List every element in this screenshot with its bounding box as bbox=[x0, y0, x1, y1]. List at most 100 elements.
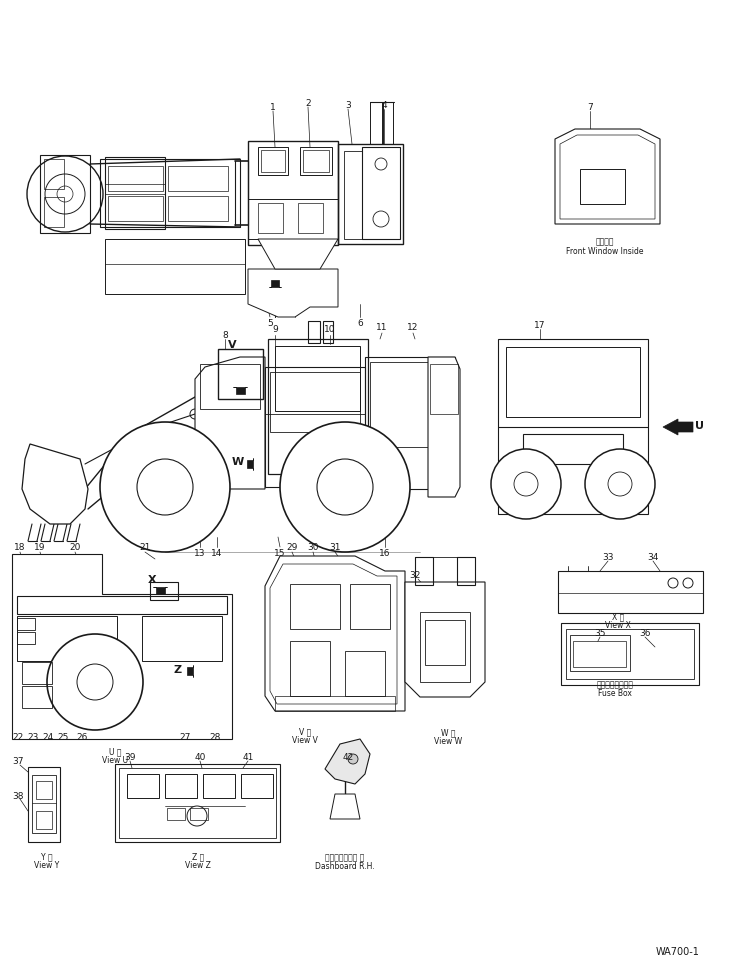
Bar bbox=[350, 584, 390, 629]
Bar bbox=[241, 775, 273, 799]
Polygon shape bbox=[560, 136, 655, 220]
Text: View Z: View Z bbox=[185, 861, 211, 870]
Bar bbox=[298, 204, 323, 234]
Bar bbox=[17, 632, 35, 644]
Text: 28: 28 bbox=[210, 732, 221, 742]
Text: 5: 5 bbox=[267, 318, 273, 327]
Polygon shape bbox=[22, 445, 88, 525]
Text: 42: 42 bbox=[342, 752, 353, 762]
Polygon shape bbox=[573, 641, 626, 667]
Text: 19: 19 bbox=[34, 543, 45, 552]
Text: 9: 9 bbox=[272, 325, 278, 334]
Bar bbox=[506, 348, 640, 418]
Bar bbox=[566, 629, 694, 679]
Text: 40: 40 bbox=[194, 752, 206, 762]
Polygon shape bbox=[233, 387, 247, 395]
Text: 11: 11 bbox=[376, 323, 388, 333]
Text: ヒューズボックス: ヒューズボックス bbox=[597, 679, 633, 689]
Bar bbox=[100, 160, 240, 228]
Bar bbox=[261, 151, 285, 173]
Bar bbox=[22, 662, 52, 684]
Bar bbox=[558, 572, 703, 613]
Text: 36: 36 bbox=[639, 628, 651, 637]
Text: W 正: W 正 bbox=[441, 727, 455, 737]
Text: 6: 6 bbox=[357, 318, 363, 327]
Bar bbox=[190, 808, 208, 820]
Bar bbox=[338, 145, 403, 245]
Bar bbox=[108, 167, 163, 192]
Text: 39: 39 bbox=[125, 752, 136, 762]
Circle shape bbox=[491, 450, 561, 520]
Text: 15: 15 bbox=[274, 548, 286, 557]
Text: View Y: View Y bbox=[34, 861, 59, 870]
Polygon shape bbox=[247, 458, 253, 471]
Text: 23: 23 bbox=[27, 732, 39, 742]
Polygon shape bbox=[428, 357, 460, 498]
Text: Dashboard R.H.: Dashboard R.H. bbox=[315, 862, 375, 871]
Polygon shape bbox=[270, 564, 397, 704]
Polygon shape bbox=[663, 420, 693, 435]
Circle shape bbox=[668, 579, 678, 588]
Bar bbox=[265, 368, 365, 487]
Text: 25: 25 bbox=[57, 732, 69, 742]
Text: Z 正: Z 正 bbox=[192, 851, 204, 861]
Bar bbox=[345, 652, 385, 697]
Text: 30: 30 bbox=[307, 543, 319, 552]
Bar bbox=[308, 322, 320, 344]
Bar bbox=[168, 167, 228, 192]
Circle shape bbox=[317, 459, 373, 515]
Text: 1: 1 bbox=[270, 103, 276, 111]
Text: 29: 29 bbox=[287, 543, 298, 552]
Circle shape bbox=[100, 423, 230, 553]
Bar bbox=[370, 362, 450, 448]
Text: 17: 17 bbox=[534, 320, 546, 330]
Bar bbox=[44, 160, 64, 190]
Bar bbox=[344, 152, 362, 239]
Circle shape bbox=[137, 459, 193, 515]
Bar bbox=[142, 616, 222, 661]
Text: 4: 4 bbox=[381, 100, 387, 110]
Text: 27: 27 bbox=[180, 732, 191, 742]
Text: 16: 16 bbox=[379, 548, 391, 557]
Polygon shape bbox=[420, 612, 470, 682]
Bar bbox=[290, 641, 330, 697]
Bar bbox=[40, 156, 90, 234]
Text: 32: 32 bbox=[409, 570, 421, 579]
Bar bbox=[258, 148, 288, 176]
Text: View W: View W bbox=[434, 737, 462, 746]
Bar bbox=[167, 808, 185, 820]
Text: 26: 26 bbox=[76, 732, 88, 742]
Text: Front Window Inside: Front Window Inside bbox=[567, 247, 644, 257]
Text: ダッシュボード 右: ダッシュボード 右 bbox=[325, 852, 365, 862]
Polygon shape bbox=[555, 130, 660, 225]
Bar bbox=[303, 151, 329, 173]
Text: W: W bbox=[232, 456, 244, 466]
Circle shape bbox=[77, 664, 113, 701]
Bar bbox=[457, 557, 475, 585]
Bar bbox=[200, 364, 260, 409]
Bar bbox=[127, 775, 159, 799]
Polygon shape bbox=[265, 556, 405, 711]
Bar bbox=[248, 200, 338, 239]
Text: 前窓内側: 前窓内側 bbox=[596, 237, 614, 246]
Text: V: V bbox=[228, 339, 236, 350]
Bar bbox=[36, 781, 52, 800]
Bar bbox=[17, 616, 117, 661]
Circle shape bbox=[27, 157, 103, 233]
Bar bbox=[430, 364, 458, 414]
Bar bbox=[105, 239, 245, 295]
Circle shape bbox=[57, 186, 73, 203]
Bar bbox=[108, 197, 163, 222]
Text: X: X bbox=[147, 575, 156, 584]
Text: 20: 20 bbox=[70, 543, 81, 552]
Bar bbox=[425, 621, 465, 665]
Text: Y 正: Y 正 bbox=[41, 851, 53, 861]
Text: View V: View V bbox=[292, 736, 318, 745]
Text: 37: 37 bbox=[12, 756, 23, 766]
Text: Y: Y bbox=[278, 298, 286, 308]
Bar bbox=[17, 597, 227, 614]
Bar bbox=[370, 103, 382, 145]
Polygon shape bbox=[330, 794, 360, 819]
Text: View U: View U bbox=[102, 755, 128, 765]
Bar bbox=[365, 357, 455, 489]
